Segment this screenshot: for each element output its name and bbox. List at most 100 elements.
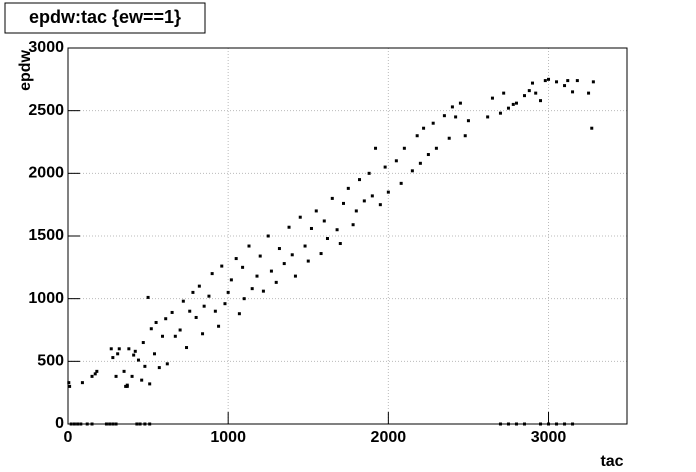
point — [116, 352, 120, 356]
point — [287, 225, 291, 229]
point — [109, 347, 113, 351]
point — [587, 91, 591, 95]
point — [138, 422, 142, 426]
point — [72, 422, 76, 426]
point — [511, 102, 515, 106]
point — [157, 366, 161, 370]
point — [394, 159, 398, 163]
point — [591, 80, 595, 84]
point — [325, 237, 329, 241]
point — [258, 254, 262, 258]
point — [367, 171, 371, 175]
point — [143, 364, 147, 368]
point — [402, 146, 406, 150]
chart-title: epdw:tac {ew==1} — [29, 7, 181, 27]
point — [95, 369, 99, 373]
x-tick-label: 2000 — [371, 429, 407, 446]
y-tick-label: 3000 — [28, 39, 64, 56]
point — [374, 146, 378, 150]
point — [152, 352, 156, 356]
point — [79, 422, 83, 426]
point — [140, 378, 144, 382]
point — [277, 247, 281, 251]
point — [571, 422, 575, 426]
point — [143, 422, 147, 426]
point — [330, 196, 334, 200]
point — [247, 244, 251, 248]
point — [543, 79, 547, 83]
point — [555, 80, 559, 84]
point — [447, 136, 451, 140]
point — [514, 422, 518, 426]
point — [534, 91, 538, 95]
x-tick-label: 0 — [64, 429, 73, 446]
point — [566, 79, 570, 83]
y-axis-label: epdw — [17, 49, 34, 90]
point — [146, 295, 150, 299]
point — [178, 328, 182, 332]
point — [181, 299, 185, 303]
point — [434, 146, 438, 150]
point — [188, 309, 192, 313]
point — [185, 346, 189, 350]
point — [410, 169, 414, 173]
point — [117, 347, 121, 351]
title-box — [4, 2, 206, 34]
point — [191, 290, 195, 294]
point — [141, 341, 145, 345]
point — [571, 90, 575, 94]
point — [415, 134, 419, 138]
point — [173, 334, 177, 338]
y-tick-label: 1000 — [28, 290, 64, 307]
point — [135, 422, 139, 426]
point — [370, 194, 374, 198]
point — [148, 422, 152, 426]
point — [527, 89, 531, 93]
point — [130, 374, 134, 378]
y-tick-label: 1500 — [28, 227, 64, 244]
point — [242, 297, 246, 301]
point — [234, 257, 238, 261]
point — [555, 422, 559, 426]
point — [229, 278, 233, 282]
x-axis-label: tac — [600, 453, 623, 470]
point — [114, 374, 118, 378]
point — [319, 252, 323, 256]
plot-frame — [67, 47, 628, 425]
point — [197, 284, 201, 288]
point — [122, 369, 126, 373]
point — [220, 264, 224, 268]
point — [498, 111, 502, 115]
point — [506, 106, 510, 110]
point — [450, 105, 454, 109]
point — [522, 422, 526, 426]
point — [201, 332, 205, 336]
point — [149, 327, 153, 331]
point — [442, 114, 446, 118]
point — [67, 381, 71, 385]
point — [111, 356, 115, 360]
point — [466, 119, 470, 123]
point — [498, 422, 502, 426]
point — [338, 242, 342, 246]
point — [282, 262, 286, 266]
point — [266, 234, 270, 238]
point — [399, 181, 403, 185]
point — [164, 317, 168, 321]
point — [148, 382, 152, 386]
point — [431, 121, 435, 125]
point — [298, 215, 302, 219]
point — [165, 362, 169, 366]
point — [93, 372, 97, 376]
point — [351, 223, 355, 227]
point — [133, 349, 137, 353]
point — [590, 126, 594, 130]
point — [85, 422, 89, 426]
point — [490, 96, 494, 100]
point — [522, 94, 526, 98]
y-tick-label: 500 — [37, 353, 64, 370]
point — [506, 422, 510, 426]
point — [303, 244, 307, 248]
point — [290, 253, 294, 257]
